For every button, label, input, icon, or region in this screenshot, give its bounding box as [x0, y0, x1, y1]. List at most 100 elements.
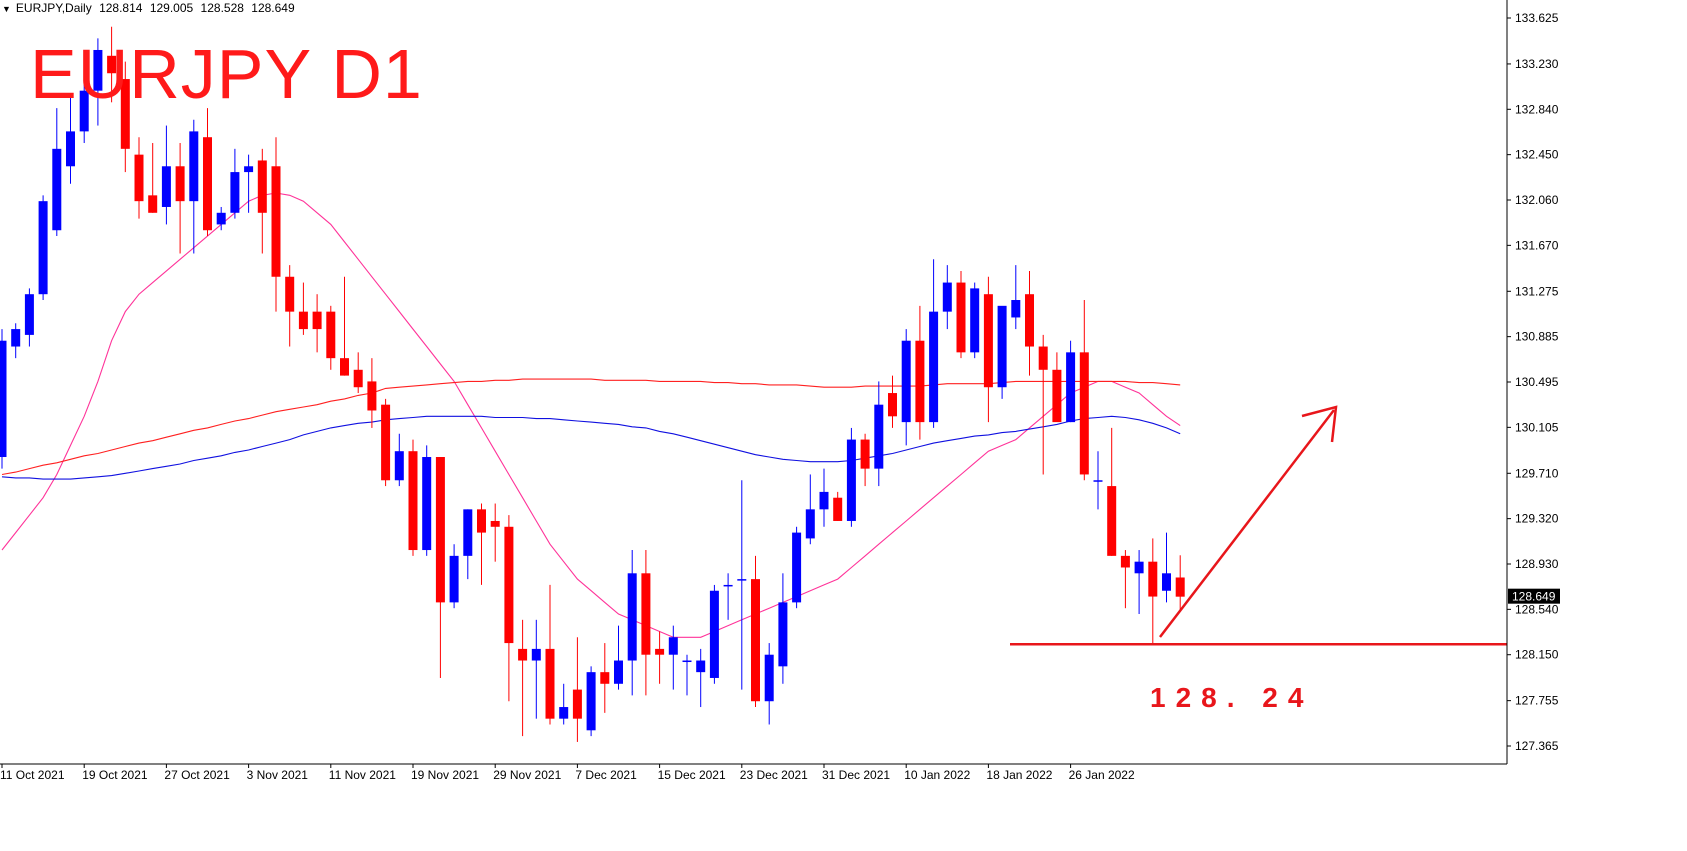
candles: [0, 26, 1185, 742]
candle: [161, 125, 171, 225]
chart-header: ▼ EURJPY,Daily 128.814 129.005 128.528 12…: [2, 1, 299, 15]
candle-body: [1011, 300, 1021, 318]
candle-body: [709, 590, 719, 678]
candle: [860, 433, 870, 487]
candle: [1025, 270, 1034, 376]
candle-body: [751, 579, 760, 702]
candle: [792, 526, 802, 609]
candle: [189, 119, 199, 254]
candle-body: [792, 532, 802, 603]
candle-body: [586, 672, 596, 731]
candle-body: [463, 509, 473, 556]
candle: [11, 323, 21, 359]
candle: [504, 515, 514, 702]
candle: [655, 631, 665, 684]
y-tick-label: 128.930: [1515, 557, 1559, 571]
candle-body: [79, 90, 89, 132]
candle: [1093, 451, 1103, 510]
y-tick-label: 131.670: [1515, 238, 1559, 252]
candle: [518, 619, 528, 737]
candle: [682, 654, 692, 696]
x-tick-label: 11 Oct 2021: [0, 768, 65, 782]
x-tick-label: 19 Nov 2021: [411, 768, 479, 782]
candle-body: [24, 294, 34, 335]
candle-body: [901, 340, 911, 423]
candle: [312, 294, 322, 353]
candle-body: [449, 555, 459, 603]
candle-body: [353, 369, 363, 388]
candle-body: [203, 137, 212, 231]
candle: [764, 643, 774, 725]
candle-body: [545, 648, 555, 719]
x-tick-label: 7 Dec 2021: [575, 768, 637, 782]
x-tick-label: 19 Oct 2021: [82, 768, 148, 782]
candle-body: [38, 201, 48, 295]
candle: [203, 108, 212, 237]
candle-body: [970, 288, 980, 353]
chevron-down-icon[interactable]: ▼: [2, 4, 11, 14]
candle-body: [285, 276, 295, 312]
candle: [449, 544, 459, 609]
candle-body: [326, 311, 336, 359]
x-tick-label: 15 Dec 2021: [658, 768, 726, 782]
candle-body: [1162, 573, 1171, 591]
candle: [723, 573, 733, 620]
candle-body: [929, 311, 939, 423]
x-tick-label: 23 Dec 2021: [740, 768, 808, 782]
candle-body: [627, 573, 637, 661]
candle: [66, 96, 75, 184]
x-tick-label: 3 Nov 2021: [247, 768, 309, 782]
candle: [819, 468, 829, 527]
candle-body: [1148, 561, 1158, 597]
candle: [230, 148, 240, 219]
candle: [1120, 550, 1130, 609]
candle: [381, 398, 391, 487]
x-tick-label: 11 Nov 2021: [329, 768, 396, 782]
candle: [737, 480, 747, 690]
candle-body: [435, 457, 445, 603]
candle-body: [161, 166, 171, 207]
candle-body: [778, 602, 788, 667]
candle: [1079, 300, 1089, 481]
candle-body: [1093, 480, 1103, 482]
candle: [572, 637, 582, 742]
candle-body: [381, 404, 391, 481]
candle: [997, 305, 1007, 399]
candle: [1011, 265, 1021, 330]
candle-body: [600, 672, 610, 684]
moving-average-line-3: [1, 415, 1181, 480]
candle-body: [312, 311, 322, 330]
candle-body: [819, 491, 829, 510]
candle-body: [641, 573, 651, 655]
candle-body: [655, 648, 665, 655]
candle: [956, 270, 966, 359]
candle: [600, 643, 610, 713]
candle: [545, 584, 555, 725]
candle: [367, 358, 377, 428]
support-level-label: 128. 24: [1150, 682, 1314, 713]
candle: [244, 154, 254, 213]
candle: [1107, 427, 1117, 556]
moving-average-line-2: [1, 378, 1181, 476]
candle: [983, 276, 993, 423]
candle-body: [518, 648, 528, 661]
candle-body: [11, 329, 21, 347]
candle: [641, 550, 651, 696]
candle-body: [983, 294, 993, 388]
candle-body: [257, 160, 267, 213]
candle: [668, 625, 678, 690]
y-tick-label: 133.230: [1515, 57, 1559, 71]
candle: [614, 625, 623, 690]
trend-arrow-shaft: [1159, 409, 1335, 638]
candle: [1038, 334, 1048, 475]
candle-body: [1066, 352, 1076, 423]
x-tick-label: 26 Jan 2022: [1069, 768, 1135, 782]
candle-body: [833, 497, 843, 521]
chart-annotation-title: EURJPY D1: [30, 35, 423, 113]
candle-body: [504, 526, 514, 644]
candle: [901, 329, 911, 446]
candle-body: [120, 79, 130, 149]
candle: [1148, 538, 1158, 644]
